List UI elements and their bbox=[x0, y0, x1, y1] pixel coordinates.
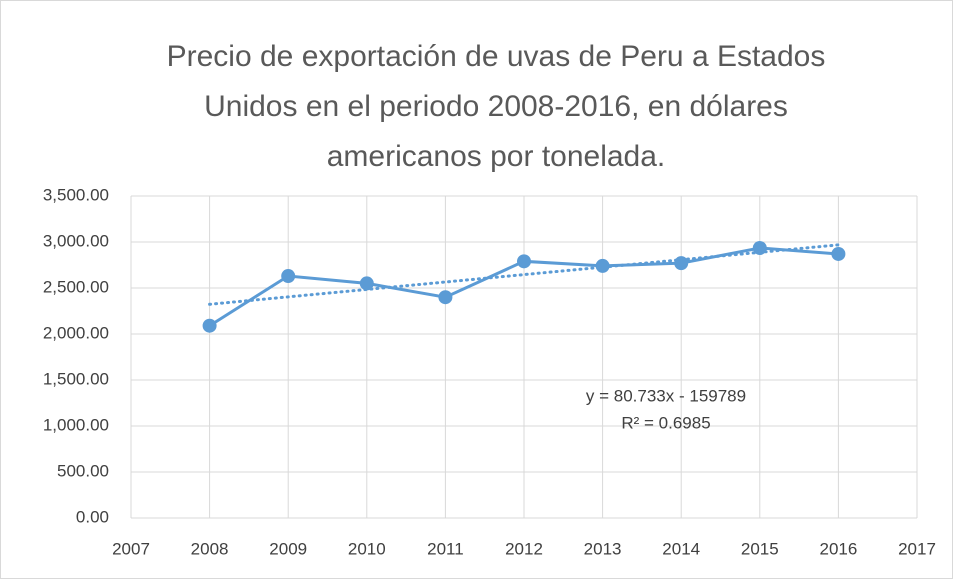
x-tick-label: 2010 bbox=[348, 539, 386, 558]
data-point bbox=[831, 246, 846, 261]
x-tick-label: 2013 bbox=[584, 539, 622, 558]
x-tick-label: 2017 bbox=[898, 539, 936, 558]
data-point bbox=[517, 254, 531, 269]
x-tick-label: 2008 bbox=[191, 539, 229, 558]
y-tick-label: 1,500.00 bbox=[43, 369, 109, 388]
x-tick-label: 2007 bbox=[112, 539, 150, 558]
x-tick-label: 2014 bbox=[662, 539, 700, 558]
y-tick-label: 3,500.00 bbox=[43, 185, 109, 204]
x-tick-label: 2011 bbox=[427, 539, 464, 558]
x-tick-label: 2015 bbox=[741, 539, 779, 558]
chart-title: Unidos en el periodo 2008-2016, en dólar… bbox=[204, 90, 788, 123]
y-tick-label: 2,500.00 bbox=[43, 277, 109, 296]
y-tick-label: 1,000.00 bbox=[43, 415, 109, 434]
data-point bbox=[438, 290, 453, 305]
y-tick-label: 500.00 bbox=[57, 461, 109, 480]
data-point bbox=[752, 240, 767, 255]
data-point bbox=[281, 269, 296, 284]
x-tick-label: 2012 bbox=[505, 539, 543, 558]
x-tick-label: 2009 bbox=[269, 539, 307, 558]
data-point bbox=[202, 318, 217, 333]
y-tick-label: 3,000.00 bbox=[43, 231, 109, 250]
y-tick-label: 0.00 bbox=[76, 507, 109, 526]
data-point bbox=[595, 258, 610, 273]
chart-title: americanos por tonelada. bbox=[327, 140, 666, 173]
trendline-equation: y = 80.733x - 159789 bbox=[586, 386, 746, 405]
trendline-r2: R² = 0.6985 bbox=[621, 413, 710, 432]
x-tick-label: 2016 bbox=[819, 539, 857, 558]
y-tick-label: 2,000.00 bbox=[43, 323, 109, 342]
chart-title: Precio de exportación de uvas de Peru a … bbox=[167, 40, 826, 73]
data-point bbox=[674, 256, 689, 271]
data-point bbox=[359, 276, 374, 291]
